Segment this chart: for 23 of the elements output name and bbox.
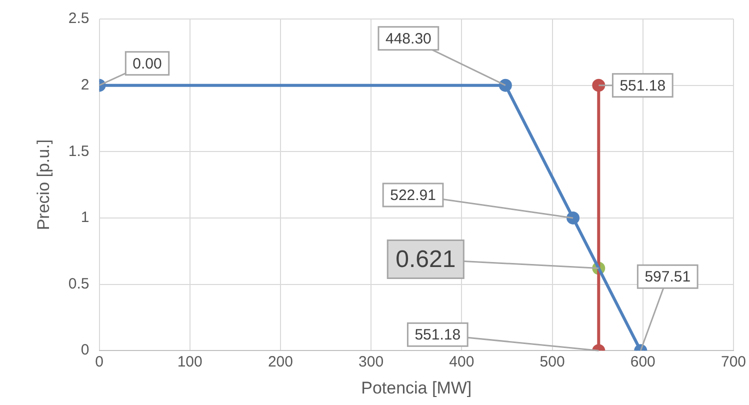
x-tick-label: 200 [268,354,293,371]
y-tick-label: 1.5 [68,142,90,160]
x-tick-label: 700 [720,354,746,371]
annotation: 448.30 [385,30,432,48]
x-tick-label: 600 [630,354,656,371]
annotation: 0.00 [132,55,162,72]
y-tick-label: 0 [80,342,90,359]
x-tick-label: 400 [449,354,474,371]
x-tick-label: 500 [540,354,565,371]
x-tick-label: 300 [358,354,384,371]
x-axis-title: Potencia [MW] [361,378,472,398]
y-tick-label: 0.5 [68,275,90,292]
y-axis-title: Precio [p.u.] [34,139,53,230]
x-tick-label: 100 [177,354,202,371]
annotation: 0.621 [396,246,456,273]
annotation: 597.51 [644,268,691,286]
annotation: 551.18 [620,77,666,94]
y-tick-label: 1 [80,209,90,226]
annotation: 522.91 [390,187,436,204]
annotation: 551.18 [414,326,461,344]
y-tick-label: 2.5 [68,10,90,28]
x-tick-label: 0 [95,354,104,371]
y-tick-label: 2 [80,76,90,94]
